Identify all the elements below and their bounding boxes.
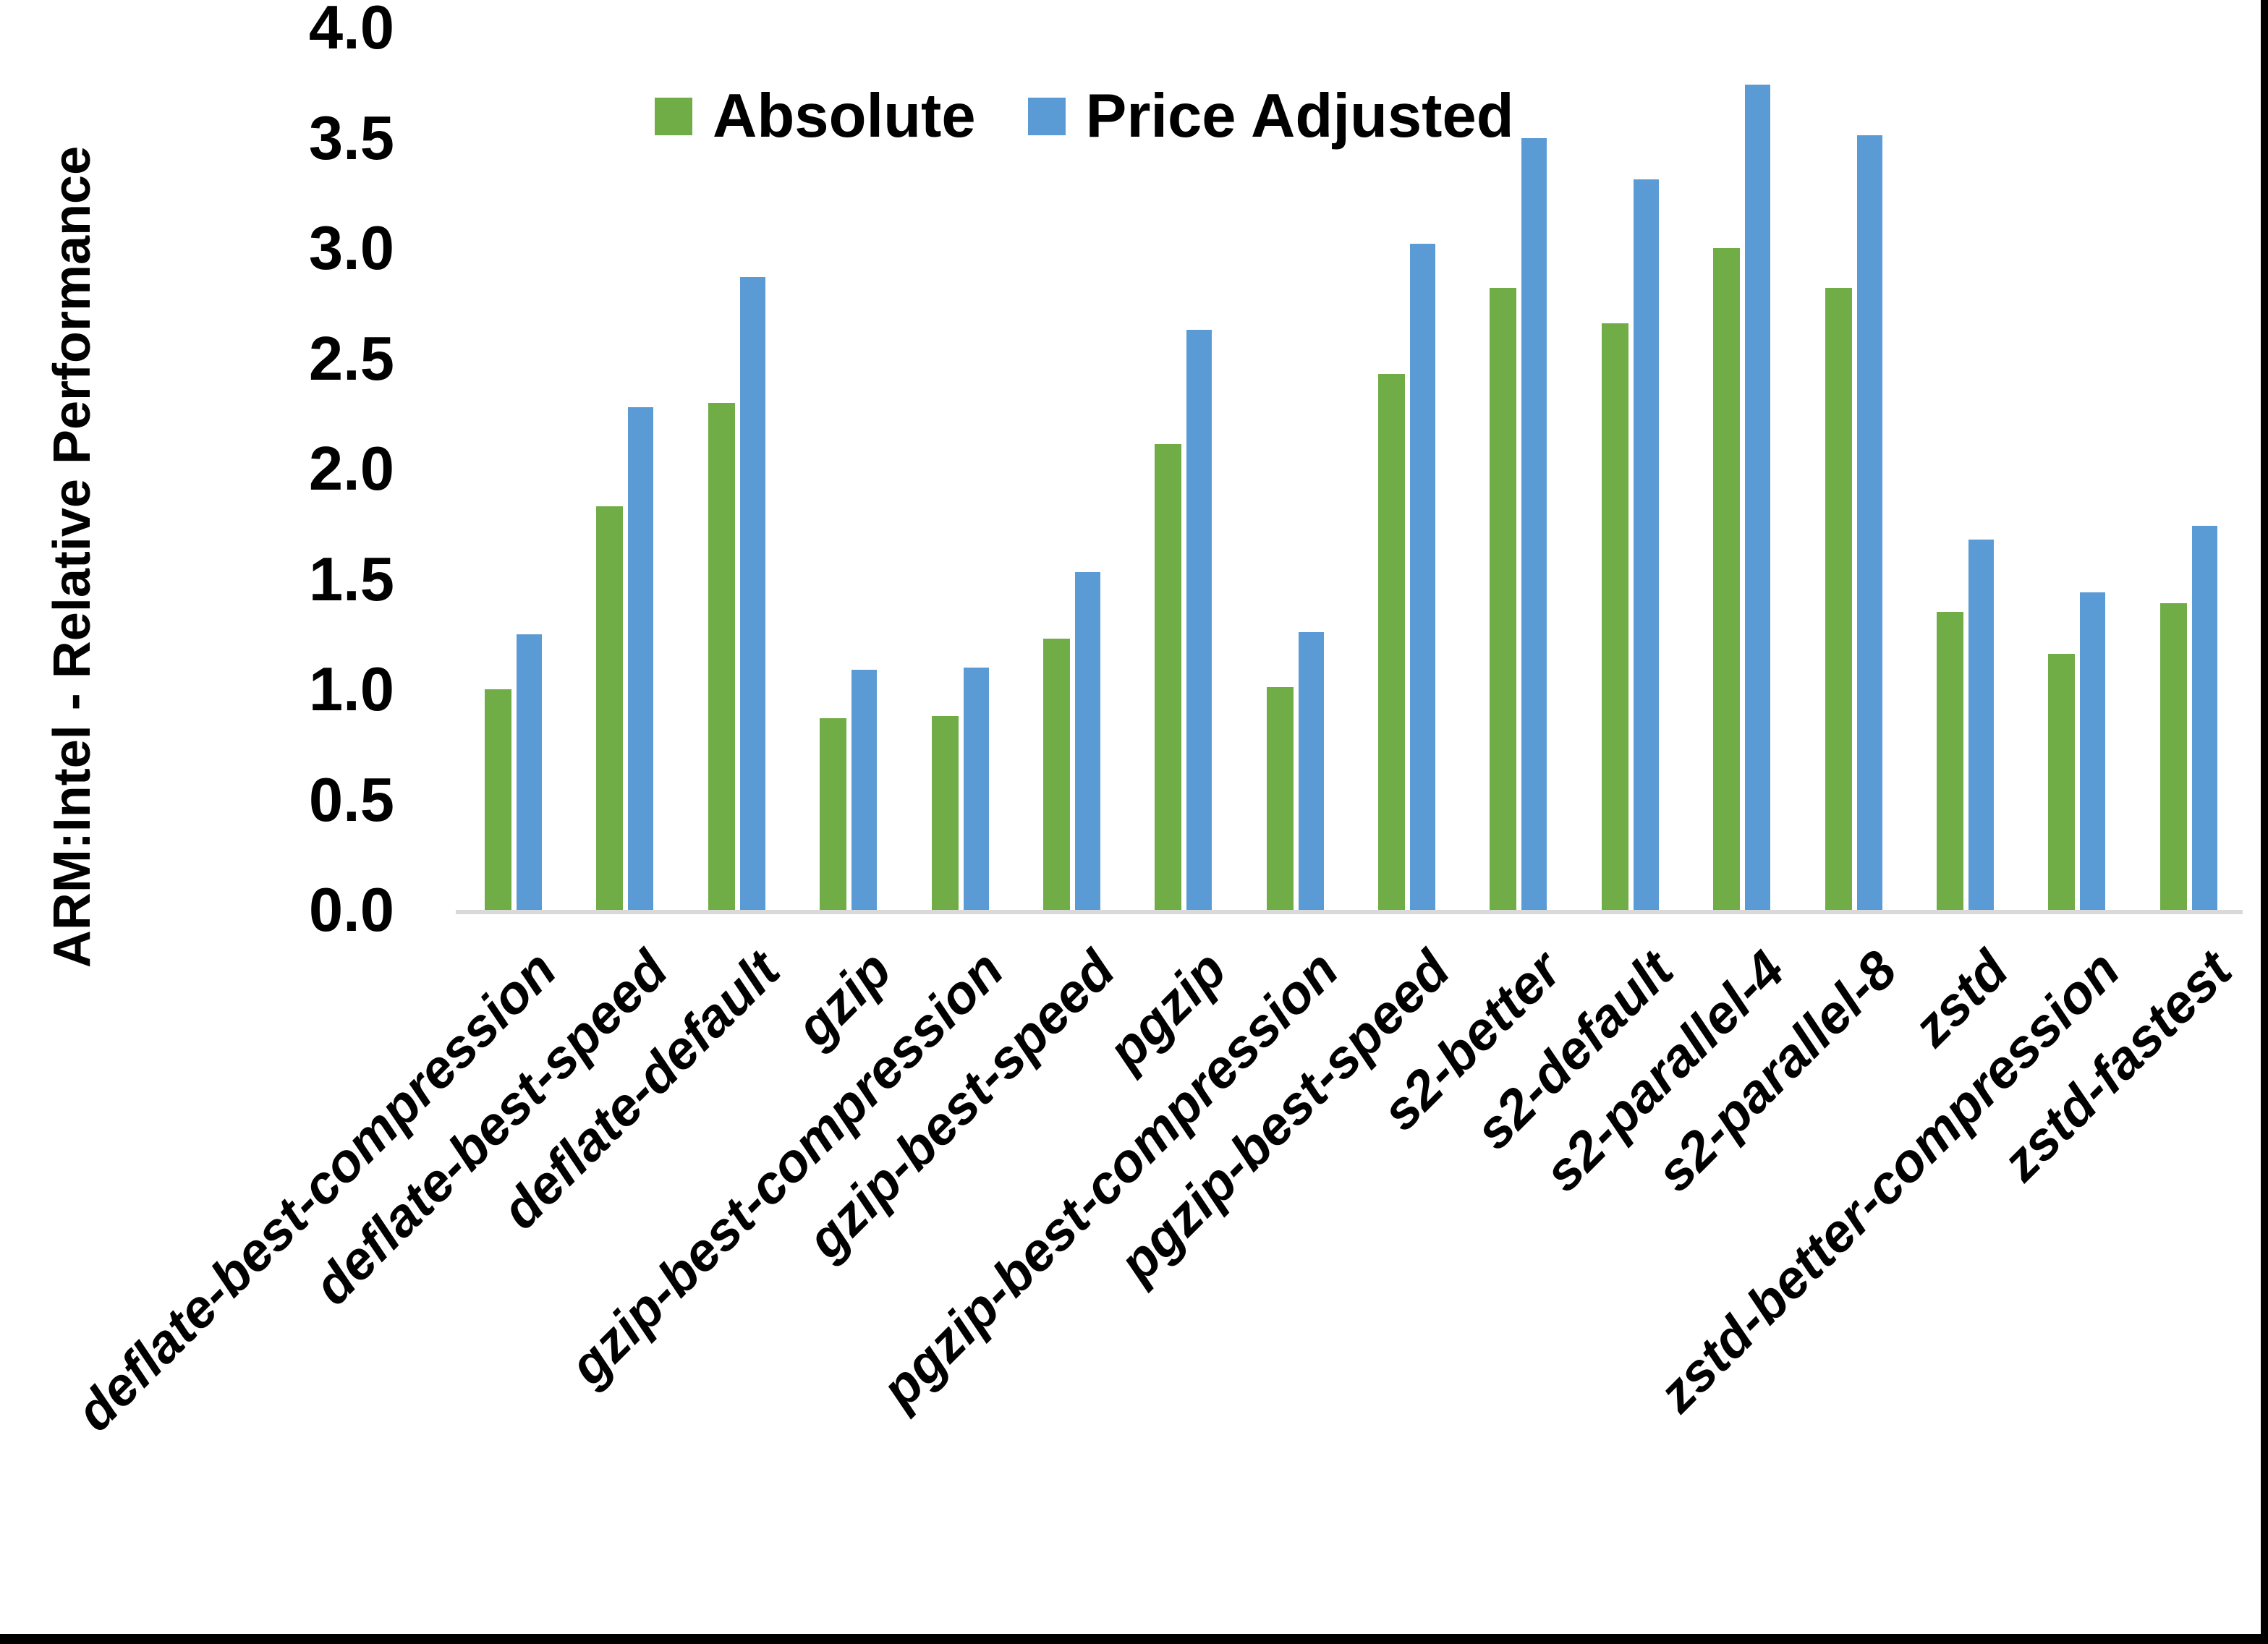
- absolute-series-swatch: [655, 98, 692, 135]
- bar-zstd-fastest-price-adjusted: [2191, 526, 2217, 910]
- bar-zstd-price-adjusted: [1968, 539, 1994, 910]
- frame-bottom-edge: [0, 1634, 2268, 1644]
- y-tick-label-1.5: 1.5: [308, 545, 394, 614]
- x-axis-baseline: [456, 910, 2243, 914]
- bar-gzip-price-adjusted: [851, 669, 878, 910]
- bar-pgzip-price-adjusted: [1186, 329, 1212, 910]
- bar-zstd-fastest-absolute: [2159, 603, 2187, 910]
- bar-deflate-default-absolute: [708, 402, 735, 910]
- bar-deflate-best-speed-price-adjusted: [628, 406, 654, 910]
- bar-gzip-best-speed-absolute: [1042, 638, 1070, 910]
- bar-zstd-better-compression-price-adjusted: [2080, 592, 2106, 910]
- y-tick-label-0.5: 0.5: [308, 765, 394, 835]
- x-category-label-deflate-best-compression: deflate-best-compression: [64, 939, 568, 1443]
- frame-right-edge: [2261, 0, 2268, 1644]
- legend: Absolute Price Adjusted: [655, 81, 1514, 152]
- bar-s2-parallel-8-price-adjusted: [1856, 135, 1882, 910]
- bar-s2-parallel-4-price-adjusted: [1745, 85, 1771, 910]
- bar-deflate-best-compression-absolute: [485, 689, 511, 910]
- bar-s2-default-absolute: [1601, 323, 1628, 910]
- bar-s2-better-absolute: [1490, 287, 1517, 910]
- bar-pgzip-best-speed-absolute: [1378, 373, 1405, 910]
- plot-area: [456, 27, 2243, 910]
- bar-s2-parallel-4-absolute: [1713, 248, 1741, 910]
- bar-s2-better-price-adjusted: [1521, 137, 1547, 910]
- legend-item-absolute: Absolute: [655, 81, 976, 152]
- bar-gzip-best-compression-absolute: [931, 715, 959, 910]
- bar-deflate-best-speed-absolute: [596, 506, 624, 910]
- y-axis-title: ARM:Intel - Relative Performance: [43, 145, 101, 968]
- bar-gzip-absolute: [820, 717, 847, 910]
- bar-gzip-best-compression-price-adjusted: [963, 667, 989, 910]
- bar-zstd-better-compression-absolute: [2048, 654, 2076, 910]
- y-tick-label-3.5: 3.5: [308, 103, 394, 173]
- bar-deflate-best-compression-price-adjusted: [517, 634, 542, 910]
- bar-pgzip-best-compression-absolute: [1266, 686, 1294, 910]
- legend-label-price-adjusted: Price Adjusted: [1085, 82, 1514, 150]
- y-tick-label-2.5: 2.5: [308, 324, 394, 393]
- bar-pgzip-best-compression-price-adjusted: [1298, 631, 1324, 910]
- bar-zstd-absolute: [1936, 612, 1963, 910]
- y-tick-label-1.0: 1.0: [308, 655, 394, 724]
- legend-label-absolute: Absolute: [713, 82, 976, 150]
- price-adjusted-series-swatch: [1027, 98, 1066, 135]
- y-tick-label-3.0: 3.0: [308, 214, 394, 283]
- bar-pgzip-absolute: [1155, 444, 1182, 910]
- bar-gzip-best-speed-price-adjusted: [1074, 572, 1100, 910]
- legend-item-price-adjusted: Price Adjusted: [1027, 81, 1514, 152]
- y-tick-label-4.0: 4.0: [308, 0, 394, 62]
- bar-s2-parallel-8-absolute: [1825, 287, 1852, 910]
- bar-s2-default-price-adjusted: [1633, 179, 1659, 910]
- bar-deflate-default-price-adjusted: [739, 276, 765, 910]
- y-tick-label-2.0: 2.0: [308, 435, 394, 503]
- bar-pgzip-best-speed-price-adjusted: [1410, 243, 1435, 910]
- y-tick-label-0.0: 0.0: [308, 876, 394, 945]
